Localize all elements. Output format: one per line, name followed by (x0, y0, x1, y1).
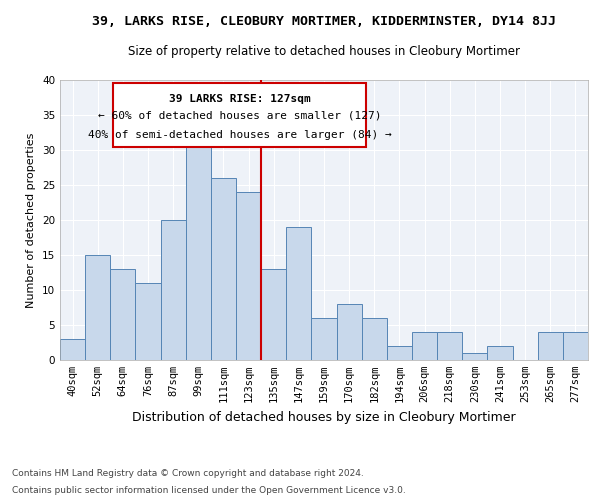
Bar (85, 255, 110, 360)
Bar (211, 178, 236, 360)
Text: Size of property relative to detached houses in Cleobury Mortimer: Size of property relative to detached ho… (128, 45, 520, 58)
Bar (387, 346, 412, 360)
Text: Contains public sector information licensed under the Open Government Licence v3: Contains public sector information licen… (12, 486, 406, 495)
Bar (236, 192, 261, 360)
Bar (437, 332, 462, 360)
Bar (261, 269, 286, 360)
Bar (462, 353, 487, 360)
Text: Contains HM Land Registry data © Crown copyright and database right 2024.: Contains HM Land Registry data © Crown c… (12, 468, 364, 477)
Bar (286, 227, 311, 360)
Bar (337, 304, 362, 360)
Bar (186, 136, 211, 360)
Bar (362, 318, 387, 360)
Bar (538, 332, 563, 360)
Bar (311, 318, 337, 360)
Bar (412, 332, 437, 360)
Text: 39 LARKS RISE: 127sqm: 39 LARKS RISE: 127sqm (169, 94, 310, 104)
Y-axis label: Number of detached properties: Number of detached properties (26, 132, 37, 308)
Text: 40% of semi-detached houses are larger (84) →: 40% of semi-detached houses are larger (… (88, 130, 391, 140)
Bar (136, 283, 161, 360)
Bar (487, 346, 512, 360)
Text: ← 60% of detached houses are smaller (127): ← 60% of detached houses are smaller (12… (98, 111, 381, 121)
X-axis label: Distribution of detached houses by size in Cleobury Mortimer: Distribution of detached houses by size … (132, 410, 516, 424)
Bar (110, 269, 136, 360)
FancyBboxPatch shape (113, 83, 366, 147)
Text: 39, LARKS RISE, CLEOBURY MORTIMER, KIDDERMINSTER, DY14 8JJ: 39, LARKS RISE, CLEOBURY MORTIMER, KIDDE… (92, 15, 556, 28)
Bar (161, 220, 186, 360)
Bar (60, 339, 85, 360)
Bar (563, 332, 588, 360)
